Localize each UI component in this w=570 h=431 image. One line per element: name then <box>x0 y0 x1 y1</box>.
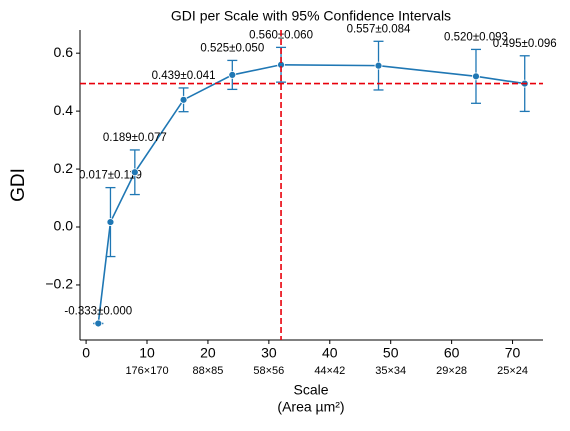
x-tick-sublabel: 25×24 <box>497 365 528 377</box>
y-tick-label: 0.2 <box>54 160 74 176</box>
x-tick-sublabel: 88×85 <box>192 365 223 377</box>
data-point <box>472 72 480 81</box>
x-tick-sublabel: 176×170 <box>125 365 168 377</box>
x-tick-label: 10 <box>139 345 155 361</box>
series-line <box>97 63 525 324</box>
x-tick-sublabel: 58×56 <box>253 365 284 377</box>
data-point <box>228 71 237 79</box>
x-tick-sublabel: 29×28 <box>436 365 467 377</box>
x-tick-sublabel: 44×42 <box>314 365 345 377</box>
y-axis-label: GDI <box>8 168 29 202</box>
x-tick-label: 50 <box>383 345 399 361</box>
y-tick-label: 0.6 <box>54 44 74 60</box>
data-label: 0.520±0.093 <box>444 31 508 43</box>
data-label: 0.495±0.096 <box>493 38 557 50</box>
data-point <box>106 218 115 226</box>
x-tick-label: 40 <box>322 345 338 361</box>
data-label: 0.525±0.050 <box>200 42 264 54</box>
data-point <box>179 95 188 104</box>
x-tick-label: 20 <box>200 345 216 361</box>
y-tick-label: −0.2 <box>45 276 73 292</box>
data-label: 0.017±0.119 <box>79 170 142 182</box>
x-tick-label: 70 <box>505 345 521 361</box>
data-point <box>94 319 103 328</box>
x-axis-label: Scale <box>293 382 328 398</box>
data-label: 0.189±0.077 <box>103 132 167 144</box>
x-tick-label: 60 <box>444 345 460 361</box>
x-tick-label: 0 <box>82 345 90 361</box>
y-tick-label: 0.0 <box>54 218 74 234</box>
data-point <box>130 168 139 177</box>
x-tick-label: 30 <box>261 345 277 361</box>
x-tick-sublabel: 35×34 <box>375 365 406 377</box>
data-label: 0.439±0.041 <box>152 70 216 82</box>
data-label: -0.333±0.000 <box>64 306 132 318</box>
x-axis-sublabel: (Area µm²) <box>277 399 344 415</box>
y-tick-label: 0.4 <box>54 102 74 118</box>
data-point <box>374 61 383 70</box>
chart-title: GDI per Scale with 95% Confidence Interv… <box>171 8 451 24</box>
data-label: 0.557±0.084 <box>347 23 411 35</box>
